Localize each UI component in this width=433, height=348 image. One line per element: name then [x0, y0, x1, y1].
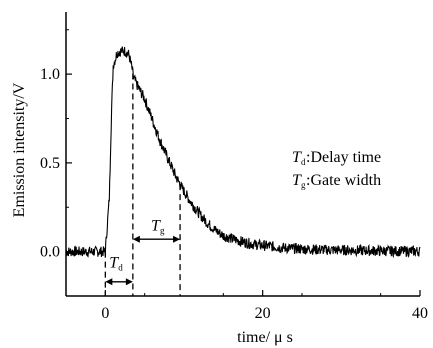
legend-gate-symbol: T: [292, 172, 302, 189]
legend-delay-sub: d: [301, 157, 306, 167]
gate-arrow-head-right: [173, 235, 181, 243]
delay-arrow-label-sub: d: [118, 263, 123, 273]
legend-delay-time: T d :Delay time: [292, 149, 381, 167]
legend-gate-sub: g: [301, 180, 306, 190]
legend-delay-text: :Delay time: [306, 149, 381, 166]
x-tick-label: 20: [255, 305, 271, 322]
x-axis-label: time/ μ s: [237, 329, 293, 346]
legend-delay-symbol: T: [292, 149, 302, 166]
legend-gate-width: T g :Gate width: [292, 172, 381, 190]
y-tick-label: 0.5: [40, 155, 60, 172]
y-axis-label: Emission intensity/V: [11, 82, 28, 217]
y-tick-label: 0.0: [40, 244, 60, 261]
x-tick-label: 40: [412, 305, 428, 322]
chart-ticks: 0 20 40 0.0 0.5 1.0: [40, 29, 428, 322]
delay-arrow-head-left: [105, 278, 113, 286]
chart-series: [65, 46, 421, 259]
gate-arrow-head-left: [132, 235, 140, 243]
emission-curve: [65, 46, 421, 259]
delay-arrow-head-right: [125, 278, 133, 286]
x-tick-label: 0: [101, 305, 109, 322]
gate-arrow-label-sub: g: [160, 225, 165, 235]
chart-axes: [65, 12, 420, 297]
y-tick-label: 1.0: [40, 66, 60, 83]
legend-gate-text: :Gate width: [306, 172, 381, 189]
delay-arrow-label-symbol: T: [109, 255, 119, 272]
gate-arrow-label-symbol: T: [151, 217, 161, 234]
